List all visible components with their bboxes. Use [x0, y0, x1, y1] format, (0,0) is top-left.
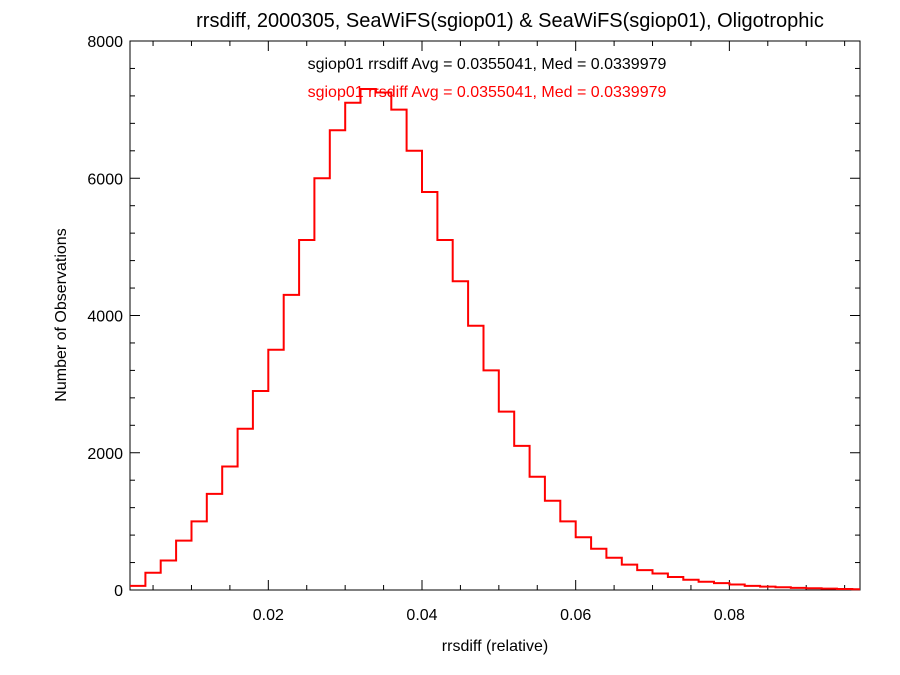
plot-area: [129, 40, 861, 591]
y-axis: 0 2000 4000 6000 8000: [87, 34, 860, 600]
x-tick-label: 0.08: [714, 607, 745, 624]
y-tick-label: 6000: [87, 171, 123, 188]
x-axis-label: rrsdiff (relative): [442, 638, 548, 655]
y-tick-label: 8000: [87, 34, 123, 51]
stats-annotation-red: sgiop01 rrsdiff Avg = 0.0355041, Med = 0…: [308, 84, 667, 101]
stats-annotation-black: sgiop01 rrsdiff Avg = 0.0355041, Med = 0…: [308, 56, 667, 73]
plot-border: [129, 40, 861, 591]
x-tick-label: 0.02: [253, 607, 284, 624]
x-tick-label: 0.04: [406, 607, 437, 624]
chart-title: rrsdiff, 2000305, SeaWiFS(sgiop01) & Sea…: [196, 10, 824, 32]
y-axis-label: Number of Observations: [53, 228, 70, 401]
x-tick-label: 0.06: [560, 607, 591, 624]
y-tick-label: 0: [114, 583, 123, 600]
y-tick-label: 4000: [87, 309, 123, 326]
x-axis: 0.02 0.04 0.06 0.08: [152, 41, 846, 624]
y-tick-label: 2000: [87, 446, 123, 463]
histogram-series-line: [130, 88, 860, 591]
